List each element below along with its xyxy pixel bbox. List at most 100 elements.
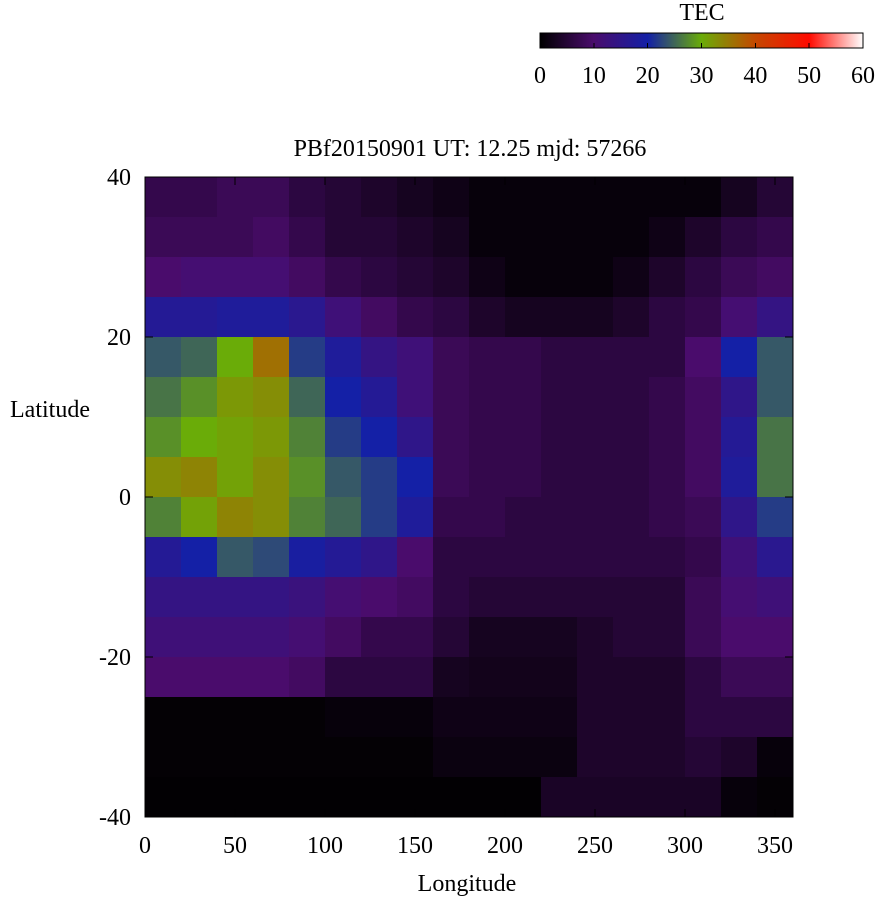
heatmap-cell (145, 497, 182, 538)
x-tick-label: 0 (139, 833, 151, 859)
heatmap-cell (577, 417, 614, 458)
heatmap-cell (181, 537, 218, 578)
heatmap-cell (181, 257, 218, 298)
heatmap-cell (433, 457, 470, 498)
heatmap-cell (217, 337, 254, 378)
heatmap-cell (145, 697, 182, 738)
heatmap-cell (433, 257, 470, 298)
heatmap-cell (541, 457, 578, 498)
heatmap-cell (721, 657, 758, 698)
heatmap-cell (505, 697, 542, 738)
x-tick-label: 200 (487, 833, 523, 859)
heatmap-cell (613, 337, 650, 378)
heatmap-cell (757, 577, 794, 618)
heatmap-cell (325, 777, 362, 818)
heatmap-cell (253, 457, 290, 498)
heatmap-cell (397, 417, 434, 458)
heatmap-cell (757, 337, 794, 378)
heatmap-cell (361, 377, 398, 418)
heatmap-cell (577, 497, 614, 538)
heatmap-cell (757, 457, 794, 498)
colorbar-tick-label: 20 (636, 63, 660, 89)
heatmap-cell (361, 657, 398, 698)
heatmap-cell (289, 657, 326, 698)
heatmap-cell (505, 617, 542, 658)
heatmap-cell (325, 577, 362, 618)
heatmap-cell (217, 697, 254, 738)
heatmap-cell (577, 377, 614, 418)
heatmap-cell (577, 537, 614, 578)
colorbar-tick-label: 0 (534, 63, 546, 89)
colorbar-tick-label: 50 (797, 63, 821, 89)
heatmap-cell (289, 737, 326, 778)
heatmap-cell (541, 377, 578, 418)
heatmap-cell (541, 177, 578, 218)
heatmap-cell (613, 257, 650, 298)
heatmap-cell (325, 217, 362, 258)
heatmap-cell (325, 417, 362, 458)
heatmap-cell (217, 537, 254, 578)
heatmap-cell (253, 257, 290, 298)
heatmap-cell (361, 177, 398, 218)
heatmap-cell (253, 537, 290, 578)
heatmap-cell (685, 417, 722, 458)
heatmap-cell (181, 777, 218, 818)
heatmap-cell (289, 457, 326, 498)
heatmap-cell (721, 177, 758, 218)
heatmap-cell (361, 617, 398, 658)
heatmap-cell (505, 257, 542, 298)
heatmap-cell (145, 217, 182, 258)
heatmap-cell (181, 657, 218, 698)
chart-title: PBf20150901 UT: 12.25 mjd: 57266 (294, 136, 647, 162)
heatmap-cell (541, 297, 578, 338)
heatmap-cell (613, 377, 650, 418)
heatmap-cell (685, 217, 722, 258)
heatmap-cell (325, 377, 362, 418)
heatmap-cell (685, 577, 722, 618)
heatmap-cell (649, 497, 686, 538)
heatmap-cell (253, 297, 290, 338)
heatmap-cell (721, 617, 758, 658)
heatmap-cell (361, 497, 398, 538)
heatmap-cell (469, 297, 506, 338)
heatmap-cell (721, 297, 758, 338)
heatmap-cell (325, 537, 362, 578)
heatmap-cell (361, 257, 398, 298)
heatmap-cell (685, 537, 722, 578)
heatmap-cell (397, 497, 434, 538)
heatmap-cell (217, 497, 254, 538)
heatmap-cell (613, 537, 650, 578)
heatmap-cell (685, 457, 722, 498)
x-tick-label: 350 (757, 833, 793, 859)
heatmap-cell (505, 497, 542, 538)
colorbar-tick-label: 40 (743, 63, 767, 89)
heatmap-cell (541, 417, 578, 458)
heatmap-cell (433, 337, 470, 378)
x-tick-label: 100 (307, 833, 343, 859)
heatmap-cell (181, 217, 218, 258)
heatmap-cell (649, 257, 686, 298)
heatmap-cell (613, 177, 650, 218)
heatmap-cell (505, 737, 542, 778)
heatmap-cell (541, 217, 578, 258)
heatmap-cell (145, 777, 182, 818)
heatmap-cell (649, 297, 686, 338)
heatmap-cell (397, 577, 434, 618)
heatmap-cell (649, 577, 686, 618)
heatmap-cell (397, 457, 434, 498)
heatmap-cell (685, 617, 722, 658)
heatmap-cell (397, 737, 434, 778)
heatmap-cell (145, 657, 182, 698)
heatmap-cell (685, 497, 722, 538)
y-tick-label: 20 (107, 325, 131, 351)
heatmap-cell (757, 537, 794, 578)
heatmap-cell (685, 297, 722, 338)
heatmap-cell (721, 577, 758, 618)
heatmap-cell (577, 257, 614, 298)
heatmap-cell (721, 777, 758, 818)
heatmap-cell (253, 217, 290, 258)
heatmap-cell (541, 257, 578, 298)
heatmap-cell (613, 617, 650, 658)
heatmap-cell (541, 577, 578, 618)
